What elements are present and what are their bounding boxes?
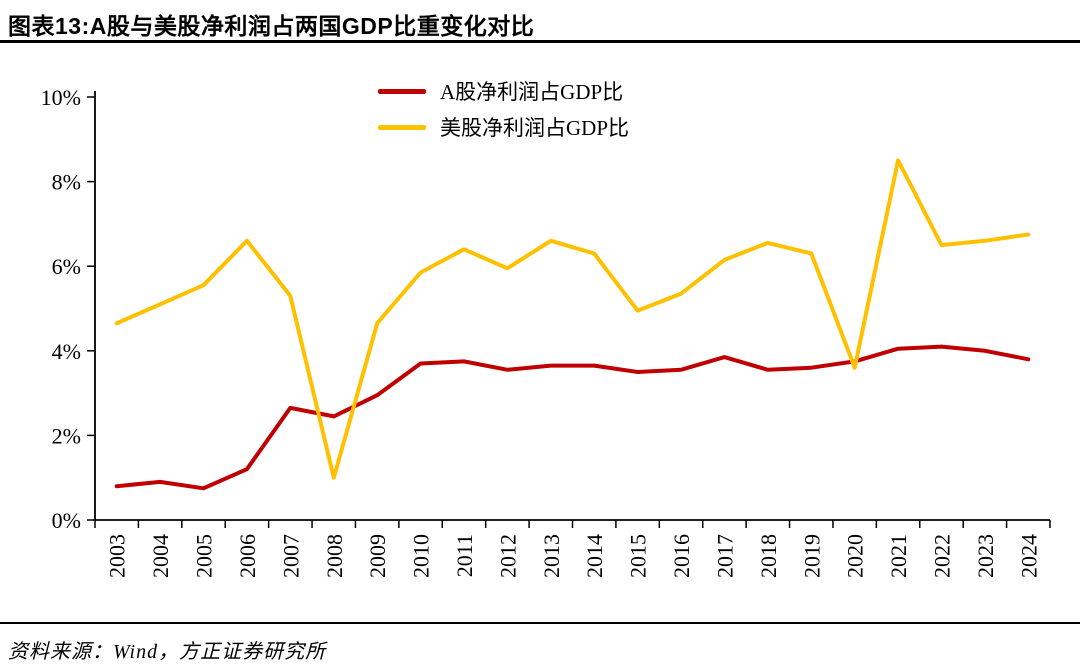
legend-label-a-share: A股净利润占GDP比 [440, 80, 624, 104]
legend-item-us-share: 美股净利润占GDP比 [378, 114, 629, 140]
svg-text:2016: 2016 [669, 534, 694, 578]
legend-item-a-share: A股净利润占GDP比 [378, 78, 629, 104]
legend-swatch-a-share [378, 88, 426, 94]
chart-area: 0% 2% 4% 6% 8% 10% 2003 2004 2005 2006 2007 2008 200… [0, 48, 1080, 614]
svg-text:2011: 2011 [452, 534, 477, 577]
svg-text:2014: 2014 [582, 534, 607, 578]
source-note: 资料来源：Wind，方正证券研究所 [8, 641, 327, 663]
line-chart: 0% 2% 4% 6% 8% 10% 2003 2004 2005 2006 2007 2008 200… [41, 85, 1051, 578]
svg-text:2020: 2020 [843, 534, 868, 578]
title-divider [0, 40, 1080, 43]
svg-text:8%: 8% [52, 170, 81, 195]
svg-text:10%: 10% [41, 85, 81, 110]
svg-text:2017: 2017 [712, 534, 737, 578]
svg-text:0%: 0% [52, 508, 81, 533]
footer-divider [0, 622, 1080, 624]
svg-text:6%: 6% [52, 254, 81, 279]
legend-swatch-us-share [378, 124, 426, 130]
svg-text:2003: 2003 [105, 534, 130, 578]
svg-text:2013: 2013 [539, 534, 564, 578]
svg-text:2007: 2007 [278, 534, 303, 578]
svg-text:2021: 2021 [886, 534, 911, 578]
svg-text:2004: 2004 [148, 534, 173, 578]
chart-legend: A股净利润占GDP比 美股净利润占GDP比 [378, 78, 629, 140]
svg-text:2%: 2% [52, 423, 81, 448]
svg-text:2022: 2022 [930, 534, 955, 578]
legend-label-us-share: 美股净利润占GDP比 [440, 116, 630, 140]
svg-text:2006: 2006 [235, 534, 260, 578]
svg-text:2018: 2018 [756, 534, 781, 578]
svg-text:4%: 4% [52, 339, 81, 364]
svg-text:2012: 2012 [495, 534, 520, 578]
svg-text:2015: 2015 [626, 534, 651, 578]
svg-text:2008: 2008 [322, 534, 347, 578]
chart-title: 图表13:A股与美股净利润占两国GDP比重变化对比 [8, 13, 535, 39]
svg-text:2005: 2005 [192, 534, 217, 578]
svg-text:2023: 2023 [973, 534, 998, 578]
svg-text:2009: 2009 [365, 534, 390, 578]
svg-text:2024: 2024 [1016, 534, 1041, 578]
svg-text:2010: 2010 [409, 534, 434, 578]
svg-text:2019: 2019 [799, 534, 824, 578]
